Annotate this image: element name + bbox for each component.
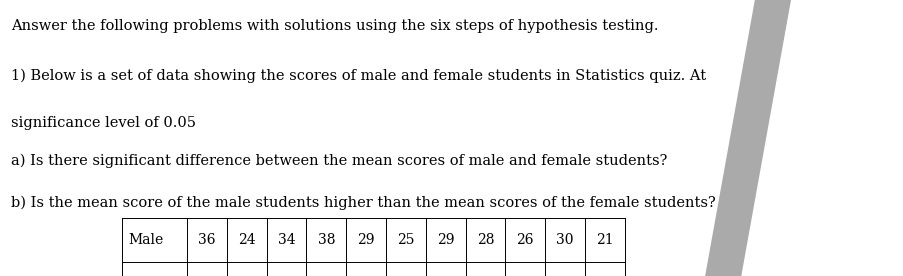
Text: 21: 21	[595, 233, 613, 247]
Text: 25: 25	[396, 233, 414, 247]
Text: 29: 29	[436, 233, 454, 247]
Text: 24: 24	[237, 233, 256, 247]
Text: b) Is the mean score of the male students higher than the mean scores of the fem: b) Is the mean score of the male student…	[11, 196, 715, 210]
Text: 26: 26	[516, 233, 534, 247]
Polygon shape	[704, 0, 790, 276]
Text: 28: 28	[476, 233, 494, 247]
Text: Male: Male	[128, 233, 163, 247]
Text: Answer the following problems with solutions using the six steps of hypothesis t: Answer the following problems with solut…	[11, 19, 657, 33]
Text: significance level of 0.05: significance level of 0.05	[11, 116, 196, 130]
Text: 38: 38	[317, 233, 335, 247]
Text: a) Is there significant difference between the mean scores of male and female st: a) Is there significant difference betwe…	[11, 153, 666, 168]
Text: 29: 29	[357, 233, 375, 247]
Text: 1) Below is a set of data showing the scores of male and female students in Stat: 1) Below is a set of data showing the sc…	[11, 69, 705, 83]
Text: 36: 36	[198, 233, 216, 247]
Text: 34: 34	[277, 233, 295, 247]
Text: 30: 30	[555, 233, 573, 247]
